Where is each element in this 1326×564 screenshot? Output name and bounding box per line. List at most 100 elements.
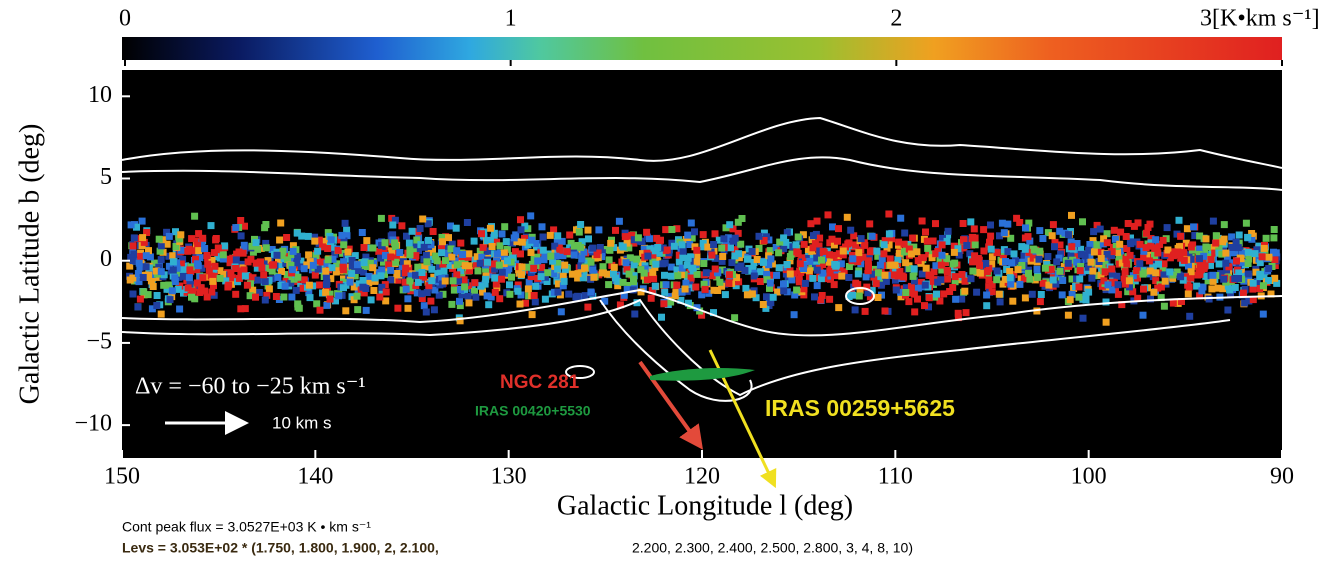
emission-pixel — [471, 279, 478, 286]
emission-pixel — [393, 270, 400, 277]
emission-pixel — [361, 244, 368, 251]
emission-pixel — [1039, 235, 1046, 242]
emission-pixel — [661, 289, 668, 296]
x-tick-label: 100 — [1071, 464, 1107, 490]
emission-pixel — [156, 236, 163, 243]
emission-pixel — [820, 248, 827, 255]
emission-pixel — [1038, 291, 1045, 298]
emission-pixel — [852, 280, 859, 287]
emission-pixel — [1088, 259, 1095, 266]
emission-pixel — [1056, 228, 1063, 235]
emission-pixel — [633, 256, 640, 263]
emission-pixel — [737, 241, 744, 248]
emission-pixel — [622, 233, 629, 240]
emission-pixel — [1152, 269, 1159, 276]
emission-pixel — [324, 245, 331, 252]
emission-pixel — [186, 274, 193, 281]
emission-pixel — [988, 246, 995, 253]
emission-pixel — [499, 269, 506, 276]
emission-pixel — [895, 273, 902, 280]
emission-pixel — [1105, 281, 1112, 288]
emission-pixel — [402, 265, 409, 272]
emission-pixel — [795, 234, 802, 241]
emission-pixel — [208, 289, 215, 296]
emission-pixel — [451, 287, 458, 294]
emission-pixel — [531, 292, 538, 299]
emission-pixel — [741, 267, 748, 274]
emission-pixel — [680, 248, 687, 255]
emission-pixel — [136, 260, 143, 267]
emission-pixel — [751, 273, 758, 280]
emission-pixel — [188, 294, 195, 301]
emission-pixel — [1236, 232, 1243, 239]
emission-pixel — [201, 245, 208, 252]
emission-pixel — [940, 290, 947, 297]
emission-pixel — [442, 278, 449, 285]
emission-pixel — [253, 239, 260, 246]
emission-pixel — [605, 281, 612, 288]
emission-pixel — [354, 306, 361, 313]
emission-pixel — [565, 291, 572, 298]
emission-pixel — [1202, 262, 1209, 269]
emission-pixel — [201, 288, 208, 295]
emission-pixel — [643, 229, 650, 236]
colorbar-tick-label: 2 — [890, 6, 902, 32]
emission-pixel — [232, 224, 239, 231]
emission-pixel — [340, 284, 347, 291]
emission-pixel — [856, 293, 863, 300]
emission-pixel — [735, 250, 742, 257]
emission-pixel — [1049, 232, 1056, 239]
emission-pixel — [1260, 282, 1267, 289]
emission-pixel — [623, 259, 630, 266]
emission-pixel — [791, 311, 798, 318]
emission-pixel — [313, 300, 320, 307]
emission-pixel — [383, 289, 390, 296]
emission-pixel — [418, 290, 425, 297]
emission-pixel — [983, 292, 990, 299]
emission-pixel — [540, 247, 547, 254]
emission-pixel — [1091, 249, 1098, 256]
emission-pixel — [959, 271, 966, 278]
emission-pixel — [885, 211, 892, 218]
emission-pixel — [508, 274, 515, 281]
emission-pixel — [1140, 286, 1147, 293]
emission-pixel — [322, 289, 329, 296]
emission-pixel — [684, 262, 691, 269]
emission-pixel — [1067, 296, 1074, 303]
emission-pixel — [802, 280, 809, 287]
emission-pixel — [711, 287, 718, 294]
emission-pixel — [1240, 290, 1247, 297]
emission-pixel — [215, 245, 222, 252]
emission-pixel — [902, 289, 909, 296]
emission-pixel — [310, 262, 317, 269]
emission-pixel — [417, 225, 424, 232]
emission-pixel — [932, 250, 939, 257]
emission-pixel — [662, 226, 669, 233]
emission-pixel — [961, 288, 968, 295]
emission-pixel — [166, 233, 173, 240]
emission-pixel — [739, 215, 746, 222]
emission-pixel — [428, 277, 435, 284]
emission-pixel — [958, 296, 965, 303]
emission-pixel — [195, 230, 202, 237]
emission-pixel — [611, 264, 618, 271]
emission-pixel — [1104, 239, 1111, 246]
emission-pixel — [1243, 220, 1250, 227]
emission-pixel — [158, 242, 165, 249]
emission-pixel — [708, 252, 715, 259]
emission-pixel — [194, 260, 201, 267]
emission-pixel — [1007, 281, 1014, 288]
emission-pixel — [456, 298, 463, 305]
emission-pixel — [492, 289, 499, 296]
emission-pixel — [519, 264, 526, 271]
emission-pixel — [544, 269, 551, 276]
emission-pixel — [780, 234, 787, 241]
emission-pixel — [518, 271, 525, 278]
emission-pixel — [1161, 303, 1168, 310]
emission-pixel — [262, 278, 269, 285]
emission-pixel — [967, 218, 974, 225]
emission-pixel — [1177, 233, 1184, 240]
emission-pixel — [999, 220, 1006, 227]
emission-pixel — [700, 260, 707, 267]
emission-pixel — [539, 223, 546, 230]
